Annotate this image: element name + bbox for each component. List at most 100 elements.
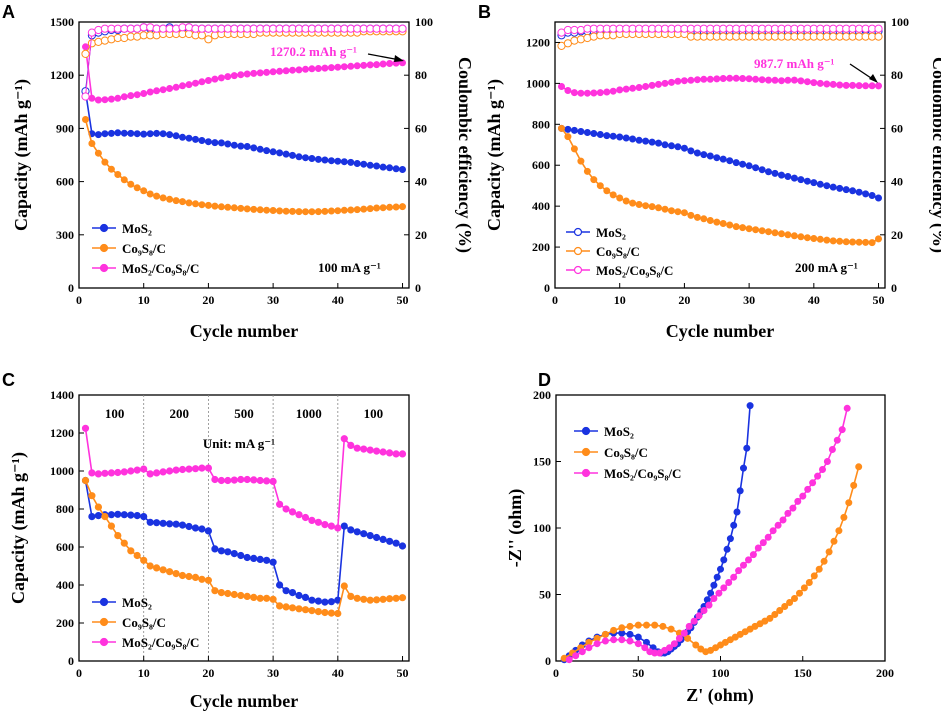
- panel-c-co9s8-c-point: [153, 564, 161, 572]
- panel-d-co9s8-c-point: [781, 602, 789, 610]
- panel-c-mos2-point: [269, 558, 277, 566]
- panel-c-co9s8-c-point: [133, 551, 141, 560]
- panel-a-arrowhead: [394, 55, 404, 62]
- panel-b-mos2-capacity-point: [752, 164, 760, 172]
- panel-a-mos2-capacity-point: [217, 139, 225, 147]
- panel-b-mos2-co9s8-c-capacity-point: [603, 88, 611, 96]
- panel-c-mos2-point: [159, 519, 167, 527]
- panel-c-mos2-point: [308, 596, 316, 604]
- panel-c-y-tick-label: 1000: [50, 464, 74, 478]
- panel-d-legend: MoS₂ Co₉S₈/C MoS₂/Co₉S₈/C: [574, 424, 681, 481]
- panel-c-mos2-co9s8-c-point: [360, 445, 368, 453]
- panel-c-co9s8-c-point: [295, 605, 303, 613]
- panel-b-mos2-capacity-point: [642, 137, 650, 145]
- panel-c-mos2-point: [276, 581, 284, 589]
- panel-a-co9s8-c-capacity-point: [301, 208, 309, 216]
- panel-b-co9s8-c-capacity-point: [797, 233, 805, 241]
- panel-b-mos2-co9s8-c-capacity-point: [732, 74, 740, 82]
- panel-a-y2-tick-label: 40: [415, 175, 427, 189]
- panel-a-y-tick-label: 1500: [50, 15, 74, 29]
- panel-d-mos2-point: [733, 508, 741, 516]
- panel-d-co9s8-c-point: [684, 634, 692, 642]
- panel-d-mos2-point: [710, 581, 718, 589]
- panel-d-mos2-co9s8-c-point: [779, 516, 787, 524]
- panel-a-mos2-capacity-point: [327, 157, 335, 165]
- panel-c-legend-label: MoS₂/Co₉S₈/C: [122, 635, 199, 650]
- panel-b-mos2-capacity-point: [693, 149, 701, 157]
- panel-c-mos2-point: [321, 598, 329, 606]
- panel-c-mos2-co9s8-c-point: [256, 476, 264, 485]
- panel-c-mos2-co9s8-c-point: [185, 465, 193, 473]
- panel-a-mos2-co9s8-c-capacity-point: [192, 79, 200, 87]
- panel-a-co9s8-c-capacity-point: [237, 204, 245, 212]
- panel-c-mos2-co9s8-c-point: [295, 511, 303, 519]
- panel-c-mos2-co9s8-c-point: [166, 467, 174, 475]
- panel-b-mos2-capacity-point: [629, 135, 637, 143]
- panel-a-co9s8-c-capacity-point: [82, 116, 90, 124]
- panel-d-co9s8-c-point: [845, 499, 853, 507]
- panel-a-mos2-capacity-point: [94, 131, 102, 139]
- panel-a-mos2-co9s8-c-capacity-point: [153, 87, 161, 95]
- panel-c-legend-marker: [99, 597, 109, 607]
- panel-b-mos2-co9s8-c-capacity-point: [616, 86, 624, 94]
- panel-c-legend-label: Co₉S₈/C: [122, 615, 166, 630]
- panel-b-co9s8-c-capacity-point: [752, 226, 760, 234]
- panel-a-co9s8-c-capacity-point: [276, 207, 284, 215]
- panel-c-co9s8-c-point: [107, 522, 115, 530]
- panel-a-mos2-co9s8-c-capacity-point: [360, 61, 368, 69]
- panel-c-mos2-co9s8-c-point: [308, 516, 316, 525]
- panel-c-mos2-point: [153, 519, 161, 527]
- panel-b-mos2-co9s8-c-capacity-point: [771, 76, 779, 84]
- panel-a-legend-label: MoS₂: [122, 221, 152, 236]
- panel-c-co9s8-c-point: [360, 595, 368, 603]
- panel-a-co9s8-c-capacity-point: [282, 207, 290, 215]
- panel-b-mos2-co9s8-c-capacity-point: [842, 81, 850, 89]
- panel-a-y2-tick-label: 0: [415, 281, 421, 295]
- panel-b-x-tick-label: 20: [678, 293, 690, 307]
- panel-c-co9s8-c-point: [159, 566, 167, 574]
- panel-c-x-tick-label: 50: [397, 666, 409, 680]
- panel-a-mos2-capacity-point: [172, 132, 180, 140]
- panel-a-mos2-capacity-point: [392, 165, 400, 173]
- panel-d-y-tick-label: 100: [533, 521, 551, 535]
- panel-b-mos2-co9s8-c-capacity-point: [823, 80, 831, 88]
- panel-c-mos2-co9s8-c-point: [178, 465, 187, 474]
- panel-d-co9s8-c-point: [786, 598, 794, 606]
- panel-b-mos2-capacity-point: [810, 179, 818, 187]
- panel-b-co9s8-c-capacity-point: [674, 208, 682, 216]
- panel-d-mos2-co9s8-c-point: [774, 521, 782, 529]
- panel-b-mos2-capacity-point: [635, 136, 643, 144]
- panel-d-mos2-co9s8-c-point: [739, 561, 747, 569]
- panel-d-mos2-co9s8-c-point: [690, 617, 698, 625]
- panel-b-co9s8-c-efficiency-point: [576, 35, 586, 44]
- panel-b-mos2-co9s8-c-capacity-point: [642, 83, 650, 91]
- panel-b-legend: MoS₂ Co₉S₈/C MoS₂/Co₉S₈/C: [566, 225, 673, 278]
- panel-b-mos2-capacity-point: [661, 141, 669, 149]
- panel-c-co9s8-c-point: [250, 593, 258, 602]
- panel-d-mos2-co9s8-c-point: [593, 640, 601, 648]
- panel-d-mos2-co9s8-c-point: [685, 622, 693, 630]
- panel-a-mos2-capacity-point: [386, 164, 394, 172]
- panel-a-mos2-co9s8-c-efficiency-point: [94, 25, 103, 35]
- panel-a-co9s8-c-capacity-point: [392, 203, 400, 211]
- panel-b-letter: B: [478, 2, 491, 22]
- panel-c-mos2-co9s8-c-point: [366, 446, 374, 454]
- panel-b-plot-frame: [554, 21, 886, 289]
- panel-c-co9s8-c-point: [88, 492, 96, 500]
- panel-b-co9s8-c-capacity-point: [816, 235, 824, 243]
- panel-a-mos2-capacity-point: [198, 137, 206, 145]
- panel-a-mos2-co9s8-c-capacity-point: [94, 96, 102, 104]
- panel-b-mos2-co9s8-c-capacity-point: [862, 82, 870, 90]
- panel-c-co9s8-c-point: [81, 476, 90, 485]
- panel-a-mos2-capacity-point: [114, 129, 122, 137]
- panel-b-mos2-capacity-point: [803, 177, 811, 185]
- panel-d-mos2-co9s8-c-point: [572, 652, 580, 660]
- panel-c-co9s8-c-point: [366, 596, 374, 604]
- panel-a-mos2-capacity-point: [263, 147, 271, 155]
- panel-c-y-tick-label: 0: [68, 654, 74, 668]
- panel-b-mos2-co9s8-c-capacity-point: [777, 77, 785, 85]
- panel-a-mos2-co9s8-c-capacity-point: [256, 69, 264, 77]
- panel-b-y2-tick-label: 20: [891, 228, 903, 242]
- panel-c-co9s8-c-point: [94, 503, 102, 511]
- panel-c-co9s8-c-point: [237, 591, 245, 600]
